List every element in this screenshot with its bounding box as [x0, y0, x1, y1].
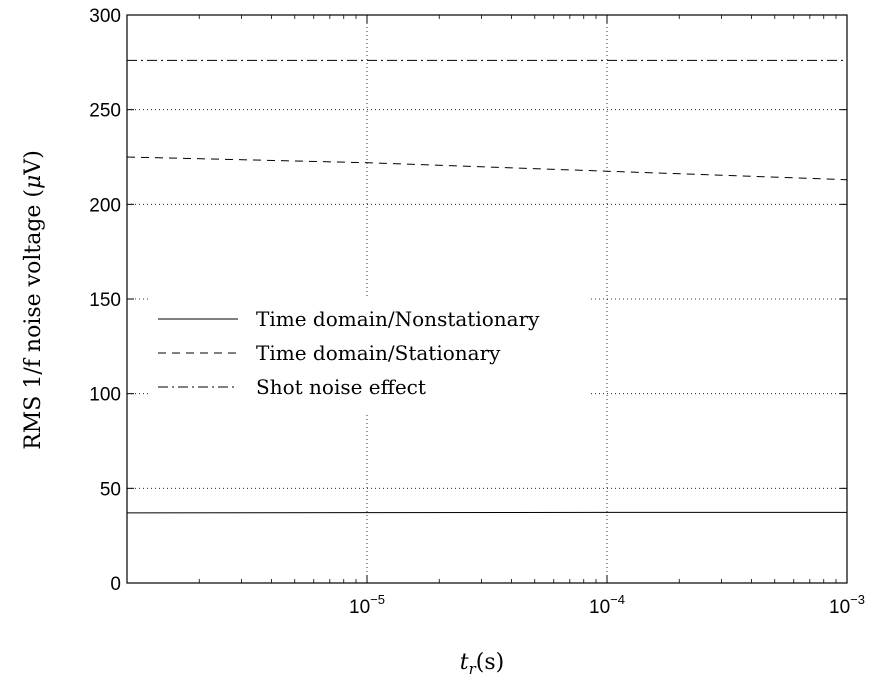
- series-line-1: [127, 512, 847, 513]
- y-axis-label: RMS 1/f noise voltage (μV): [21, 150, 46, 450]
- legend: Time domain/Nonstationary Time domain/Sta…: [148, 297, 590, 413]
- legend-label-1: Time domain/Nonstationary: [256, 307, 540, 331]
- x-tick-label: 10−4: [589, 592, 625, 618]
- y-tick-label: 250: [89, 101, 121, 122]
- x-axis-label: tr(s): [460, 650, 504, 678]
- x-tick-label: 10−3: [829, 592, 865, 618]
- y-tick-label: 150: [89, 290, 121, 311]
- series-group: [127, 60, 847, 513]
- x-tick-label: 10−5: [349, 592, 385, 618]
- series-line-2: [127, 157, 847, 180]
- y-tick-label: 50: [100, 479, 121, 500]
- y-tick-label: 200: [89, 195, 121, 216]
- y-tick-label: 0: [110, 574, 121, 595]
- y-tick-label: 100: [89, 385, 121, 406]
- legend-label-2: Time domain/Stationary: [256, 341, 501, 365]
- legend-label-3: Shot noise effect: [256, 375, 426, 399]
- y-tick-label: 300: [89, 6, 121, 27]
